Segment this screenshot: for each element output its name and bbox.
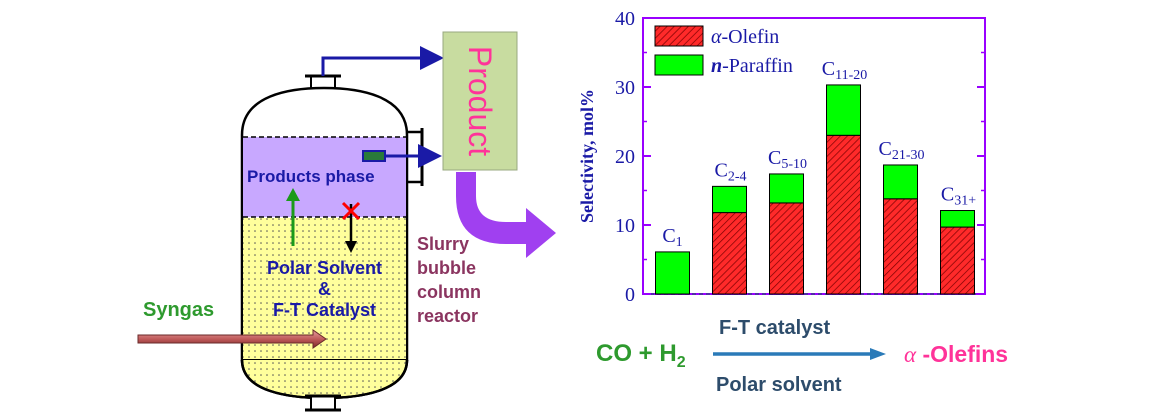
legend-label-n-paraffin: n-Paraffin: [711, 55, 793, 77]
syngas-arrow: [137, 329, 327, 349]
solvent-line-1: Polar Solvent: [266, 258, 383, 278]
y-tick-label: 0: [625, 284, 635, 306]
reactor-label-line: Slurry: [417, 234, 470, 254]
reactor-label-line: bubble: [417, 258, 476, 278]
catalyst-label: F-T catalyst: [719, 317, 831, 339]
product-alpha: α: [904, 342, 917, 367]
bar-n-paraffin: [712, 185, 747, 214]
bar-n-paraffin: [940, 210, 975, 228]
product-name: -Olefins: [916, 341, 1009, 367]
y-tick-label: 30: [615, 77, 635, 99]
reactant-subscript: 2: [676, 353, 686, 371]
solvent-line-2: &: [318, 279, 331, 299]
reactor-type-label: Slurry bubble column reactor: [417, 232, 481, 328]
bar-category-label: C31+: [941, 184, 976, 209]
bar-alpha-olefin: [940, 226, 975, 295]
solvent-line-3: F-T Catalyst: [272, 300, 377, 320]
bar-n-paraffin: [769, 173, 804, 204]
syngas-label: Syngas: [143, 299, 215, 321]
bar-category-label: C21-30: [878, 138, 924, 163]
bar-n-paraffin: [883, 164, 918, 200]
reactant-label: CO + H2: [596, 340, 686, 372]
reactant-main: CO + H: [596, 340, 677, 367]
bar-category-label: C11-20: [822, 58, 868, 83]
bar-alpha-olefin: [883, 198, 918, 295]
reactor-label-line: reactor: [417, 306, 479, 326]
bar-n-paraffin: [655, 251, 690, 295]
legend-swatch-alpha-olefin: [654, 25, 704, 47]
products-phase-label: Products phase: [247, 167, 375, 186]
reactor-label-line: column: [417, 282, 482, 302]
solvent-catalyst-label: Polar Solvent & F-T Catalyst: [243, 258, 406, 321]
bar-alpha-olefin: [826, 134, 861, 295]
y-tick-label: 20: [615, 146, 635, 168]
bar-alpha-olefin: [712, 212, 747, 295]
bar-category-label: C1: [662, 225, 682, 250]
y-tick-label: 40: [615, 8, 635, 30]
bar-n-paraffin: [826, 84, 861, 136]
blocked-x-icon: [341, 201, 361, 221]
product-label: α -Olefins: [904, 341, 1008, 368]
bar-alpha-olefin: [769, 202, 804, 295]
top-outlet-pipe: [321, 46, 444, 76]
solvent-condition-label: Polar solvent: [716, 374, 842, 396]
legend-swatch-n-paraffin: [654, 54, 704, 76]
legend-label-alpha-olefin: α-Olefin: [711, 26, 779, 48]
curved-arrow: [456, 172, 556, 258]
product-box: [442, 31, 518, 171]
y-axis-label: Selectivity, mol%: [577, 89, 597, 223]
bar-category-label: C2-4: [714, 159, 746, 184]
y-tick-label: 10: [615, 215, 635, 237]
bar-category-label: C5-10: [768, 147, 807, 172]
